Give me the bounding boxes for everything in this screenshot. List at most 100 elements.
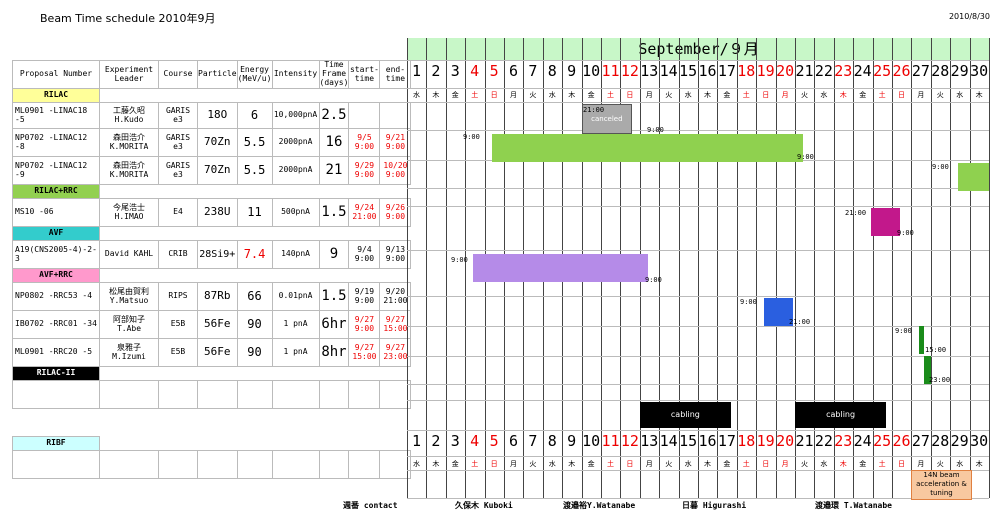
day-of-week: 金: [723, 91, 731, 99]
cell-pn: NP0702 -LINAC12 -9: [12, 156, 100, 185]
day-of-week: 日: [490, 460, 498, 468]
cell-intensity: 10,000pnA: [271, 102, 320, 129]
section-avf-rrc: AVF+RRC: [12, 268, 100, 283]
cell-end: [379, 102, 412, 129]
day-of-week: 金: [859, 91, 867, 99]
day-divider: [872, 38, 874, 498]
day-of-week: 金: [587, 460, 595, 468]
cell-intensity: 2000pnA: [271, 156, 320, 185]
day-number: 23: [834, 432, 853, 450]
day-number: 19: [756, 432, 775, 450]
beam-bar-green: [492, 134, 803, 162]
day-of-week: 月: [781, 460, 789, 468]
day-divider: [426, 38, 428, 498]
table-row: IB0702 -RRC01 -34 阿部知子 T.Abe E5B 56Fe 90 …: [12, 310, 412, 339]
day-of-week: 金: [451, 460, 459, 468]
proposal-table: Proposal Number Experiment Leader Course…: [12, 60, 412, 479]
day-of-week: 水: [684, 91, 692, 99]
day-number: 21: [795, 62, 814, 80]
table-row: NP0802 -RRC53 -4 松尾由賀利 Y.Matsuo RIPS 87Rb…: [12, 282, 412, 311]
col-leader: Experiment Leader: [99, 60, 159, 89]
day-of-week: 日: [762, 460, 770, 468]
day-number: 8: [547, 62, 557, 80]
row-divider: [407, 498, 989, 499]
day-of-week: 火: [529, 91, 537, 99]
day-of-week: 日: [898, 91, 905, 99]
day-number: 11: [601, 432, 620, 450]
cell-frame: 2.5: [318, 102, 350, 129]
day-of-week: 水: [413, 91, 420, 99]
table-row: ML0901 -LINAC18 -5 工藤久昭 H.Kudo GARIS e3 1…: [12, 102, 412, 129]
cell-frame: 9: [318, 240, 350, 269]
day-of-week: 土: [471, 91, 479, 99]
day-of-week: 木: [432, 91, 440, 99]
day-number: 17: [717, 62, 736, 80]
day-of-week: 木: [568, 460, 576, 468]
day-of-week: 金: [723, 460, 731, 468]
day-divider: [930, 38, 932, 498]
beam-bar-dkgreen: [919, 326, 924, 354]
day-number: 24: [853, 432, 872, 450]
day-number: 27: [911, 62, 930, 80]
section-avf: AVF: [12, 226, 100, 241]
row-divider: [407, 456, 989, 457]
beam-bar-magenta: [870, 208, 900, 236]
time-label: 9:00: [932, 163, 949, 171]
day-divider: [795, 38, 796, 498]
day-number: 21: [795, 432, 814, 450]
day-number: 23: [834, 62, 853, 80]
day-number: 2: [431, 432, 441, 450]
day-number: 18: [737, 432, 756, 450]
day-number: 2: [431, 62, 441, 80]
day-of-week: 水: [820, 91, 828, 99]
day-divider: [833, 38, 835, 498]
day-divider: [756, 38, 758, 498]
cell-energy: 5.5: [236, 128, 273, 157]
row-divider: [407, 102, 989, 103]
day-divider: [717, 38, 719, 498]
day-of-week: 水: [820, 460, 828, 468]
time-label: 9:00: [451, 256, 468, 264]
beam-bar-blue: [763, 298, 794, 326]
cell-energy: 66: [236, 282, 273, 311]
day-divider: [969, 38, 971, 498]
cell-course: E4: [158, 198, 198, 227]
day-number: 13: [640, 432, 659, 450]
cell-leader: 阿部知子 T.Abe: [99, 310, 159, 339]
day-of-week: 土: [878, 91, 886, 99]
contact-3: 日暮 Higurashi: [682, 501, 747, 510]
contact-label: 週番 contact: [343, 501, 398, 510]
row-divider: [407, 470, 989, 471]
day-number: 4: [470, 62, 480, 80]
cell-energy: 6: [236, 102, 273, 129]
cell-energy: 90: [236, 338, 273, 367]
day-number: 4: [470, 432, 480, 450]
day-of-week: 木: [704, 91, 711, 99]
time-label: 15:00: [925, 346, 947, 354]
day-number: 9: [567, 432, 577, 450]
cell-start: 9/5 9:00: [348, 128, 381, 157]
day-number: 8: [547, 432, 557, 450]
day-number: 22: [814, 432, 833, 450]
day-number: 6: [508, 62, 519, 80]
day-of-week: 金: [451, 91, 459, 99]
cell-frame: 21: [318, 156, 350, 185]
day-divider: [814, 38, 816, 498]
time-label: 23:00: [929, 376, 951, 384]
day-number: 10: [582, 62, 601, 80]
cell-leader: 今尾浩士 H.IMAO: [99, 198, 159, 227]
section-rilac2: RILAC-II: [12, 366, 100, 381]
day-of-week: 火: [936, 460, 944, 468]
day-of-week: 日: [762, 91, 770, 99]
day-number: 13: [640, 62, 659, 80]
day-of-week: 木: [975, 460, 983, 468]
day-of-week: 水: [684, 460, 692, 468]
cell-pn: NP0802 -RRC53 -4: [12, 282, 100, 311]
row-divider: [407, 250, 989, 251]
row-divider: [407, 356, 989, 357]
row-divider: [407, 430, 989, 431]
cell-course: GARIS e3: [158, 128, 198, 157]
cell-energy: 5.5: [236, 156, 273, 185]
day-divider: [678, 38, 680, 498]
cell-intensity: 140pnA: [271, 240, 320, 269]
